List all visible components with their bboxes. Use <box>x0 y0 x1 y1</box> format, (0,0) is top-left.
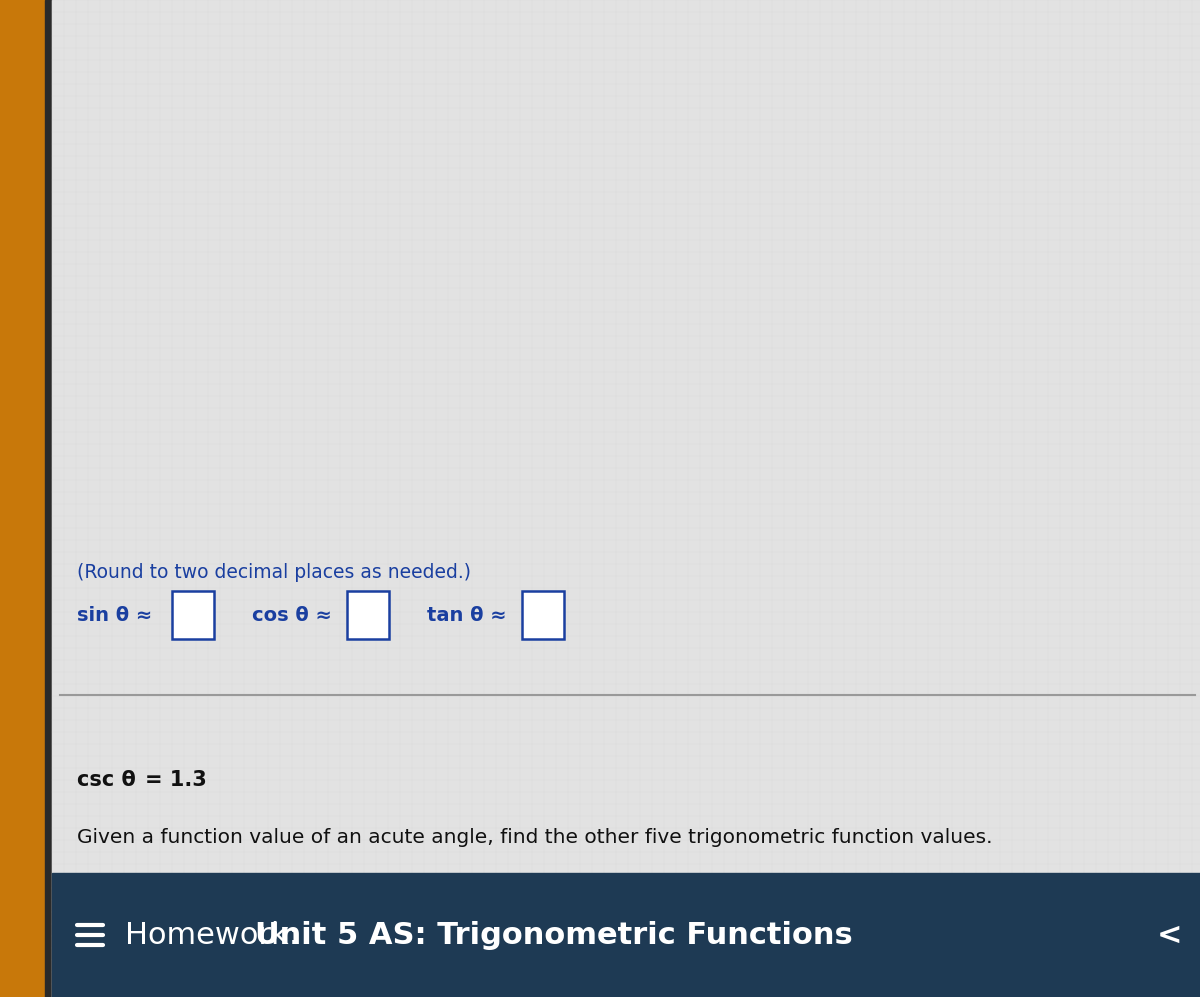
Bar <box>522 591 564 639</box>
Text: sin θ ≈: sin θ ≈ <box>77 605 152 624</box>
Text: (Round to two decimal places as needed.): (Round to two decimal places as needed.) <box>77 563 470 582</box>
Text: Homework:: Homework: <box>125 920 318 949</box>
Bar <box>0 0 46 997</box>
Text: Given a function value of an acute angle, find the other five trigonometric func: Given a function value of an acute angle… <box>77 828 992 847</box>
Text: Unit 5 AS: Trigonometric Functions: Unit 5 AS: Trigonometric Functions <box>256 920 853 949</box>
Text: <: < <box>1157 920 1182 949</box>
Bar <box>347 591 389 639</box>
Bar <box>172 591 214 639</box>
Text: cos θ ≈: cos θ ≈ <box>252 605 332 624</box>
Bar <box>52 873 1200 997</box>
Text: csc θ: csc θ <box>77 770 136 790</box>
Text: = 1.3: = 1.3 <box>145 770 206 790</box>
Bar <box>46 0 52 997</box>
Text: tan θ ≈: tan θ ≈ <box>427 605 506 624</box>
